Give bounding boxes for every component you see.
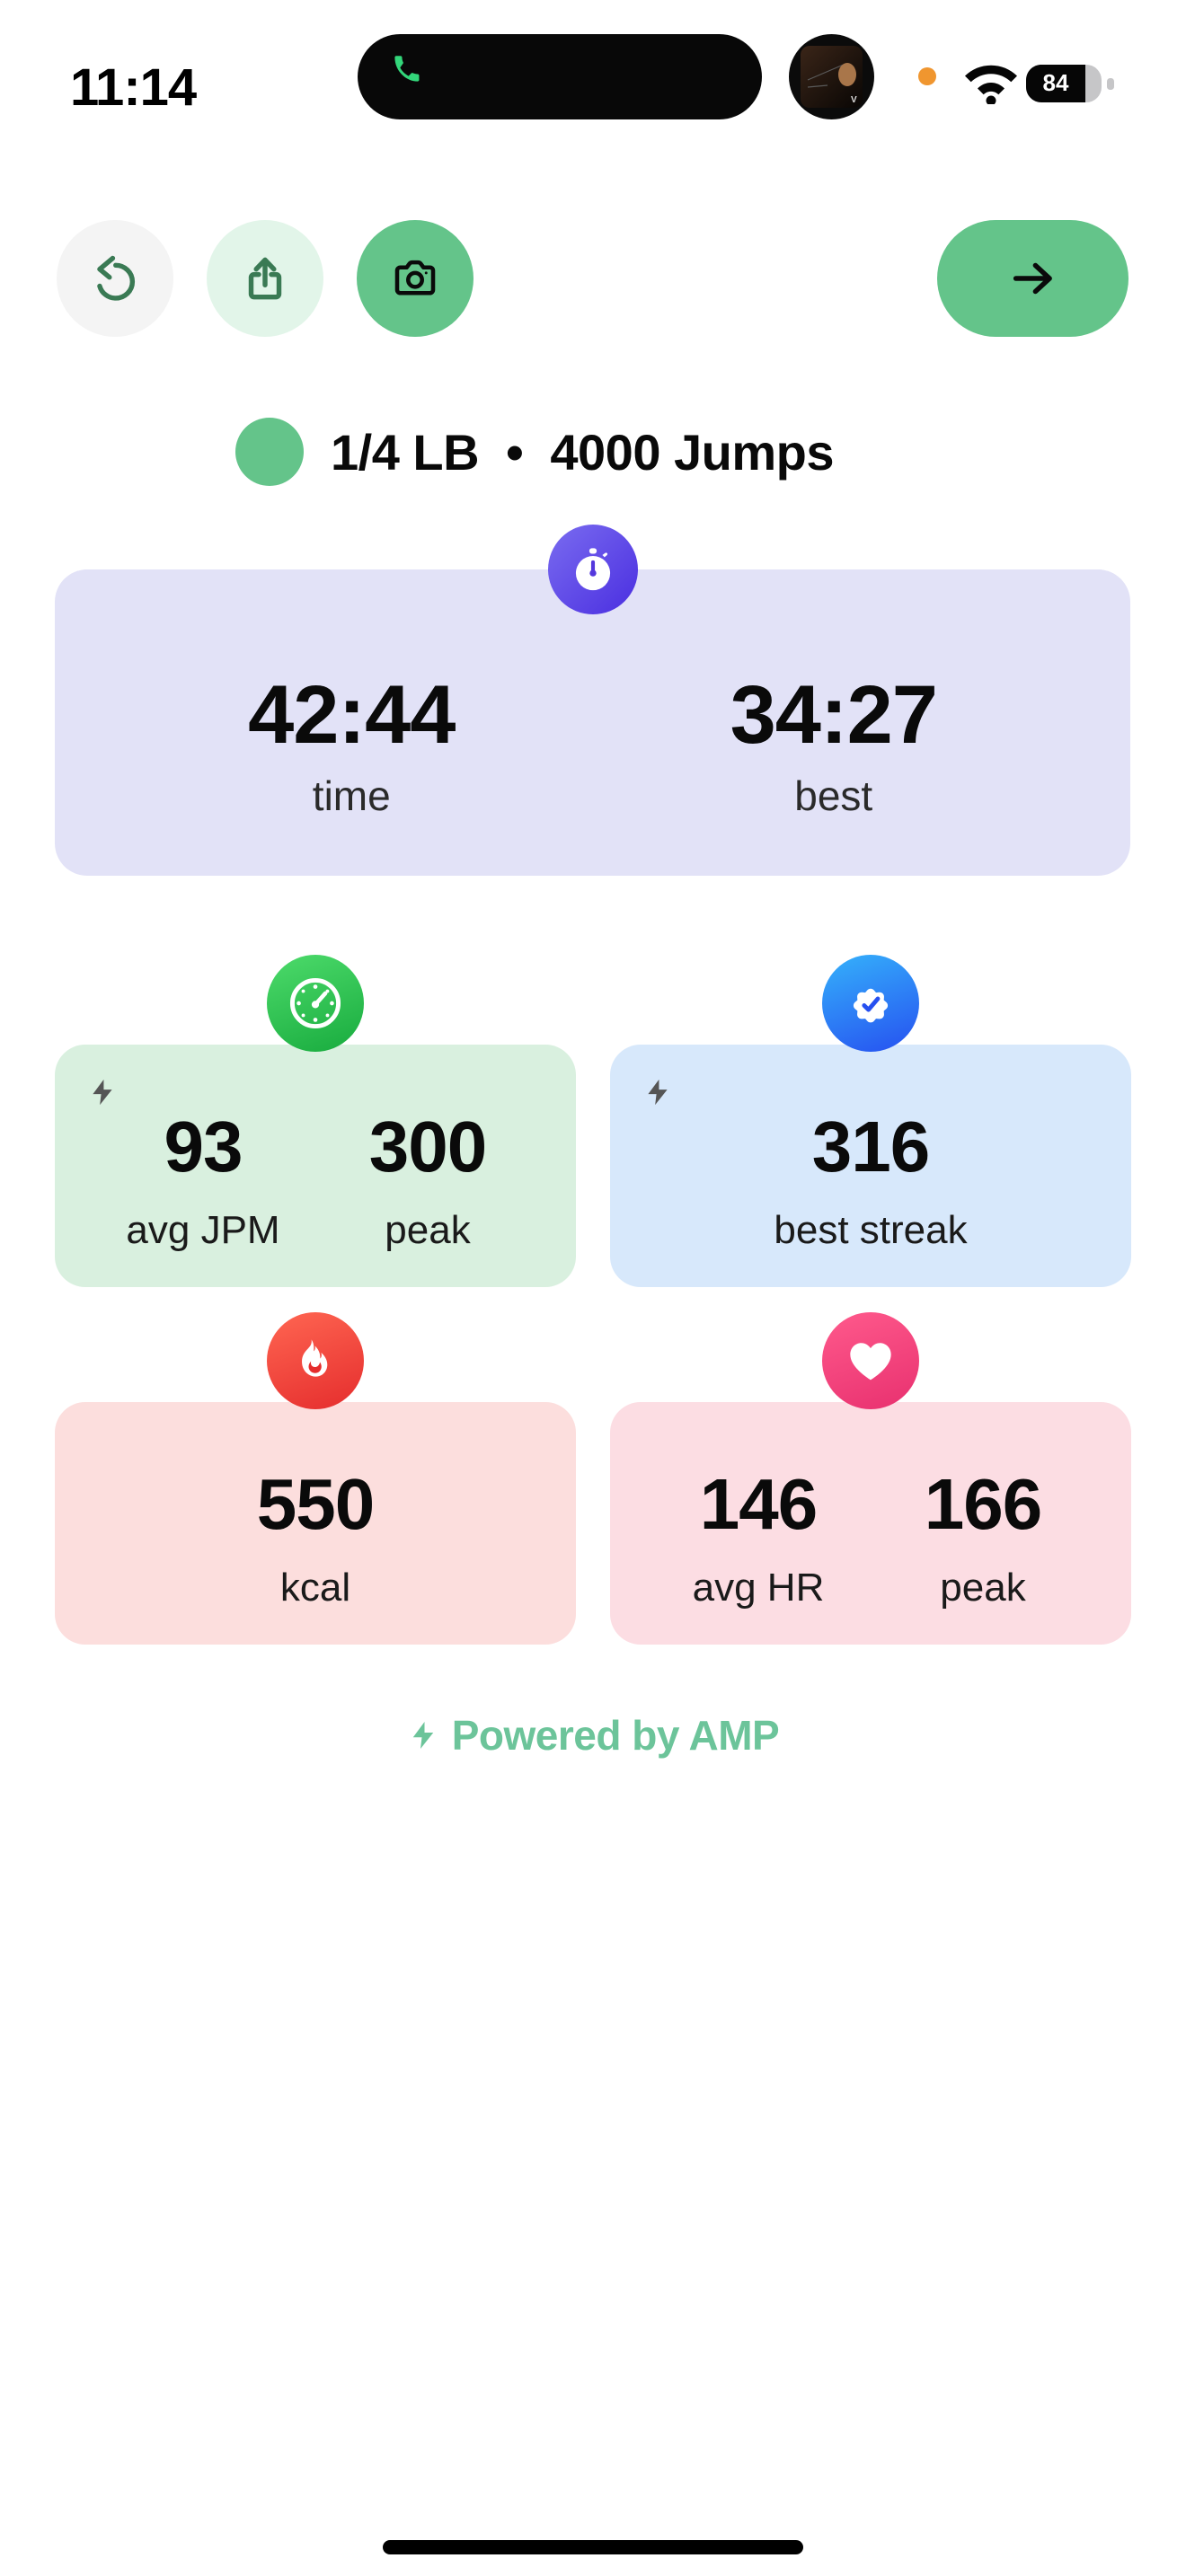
svg-text:V: V — [851, 95, 857, 105]
svg-text:84: 84 — [1043, 69, 1069, 96]
